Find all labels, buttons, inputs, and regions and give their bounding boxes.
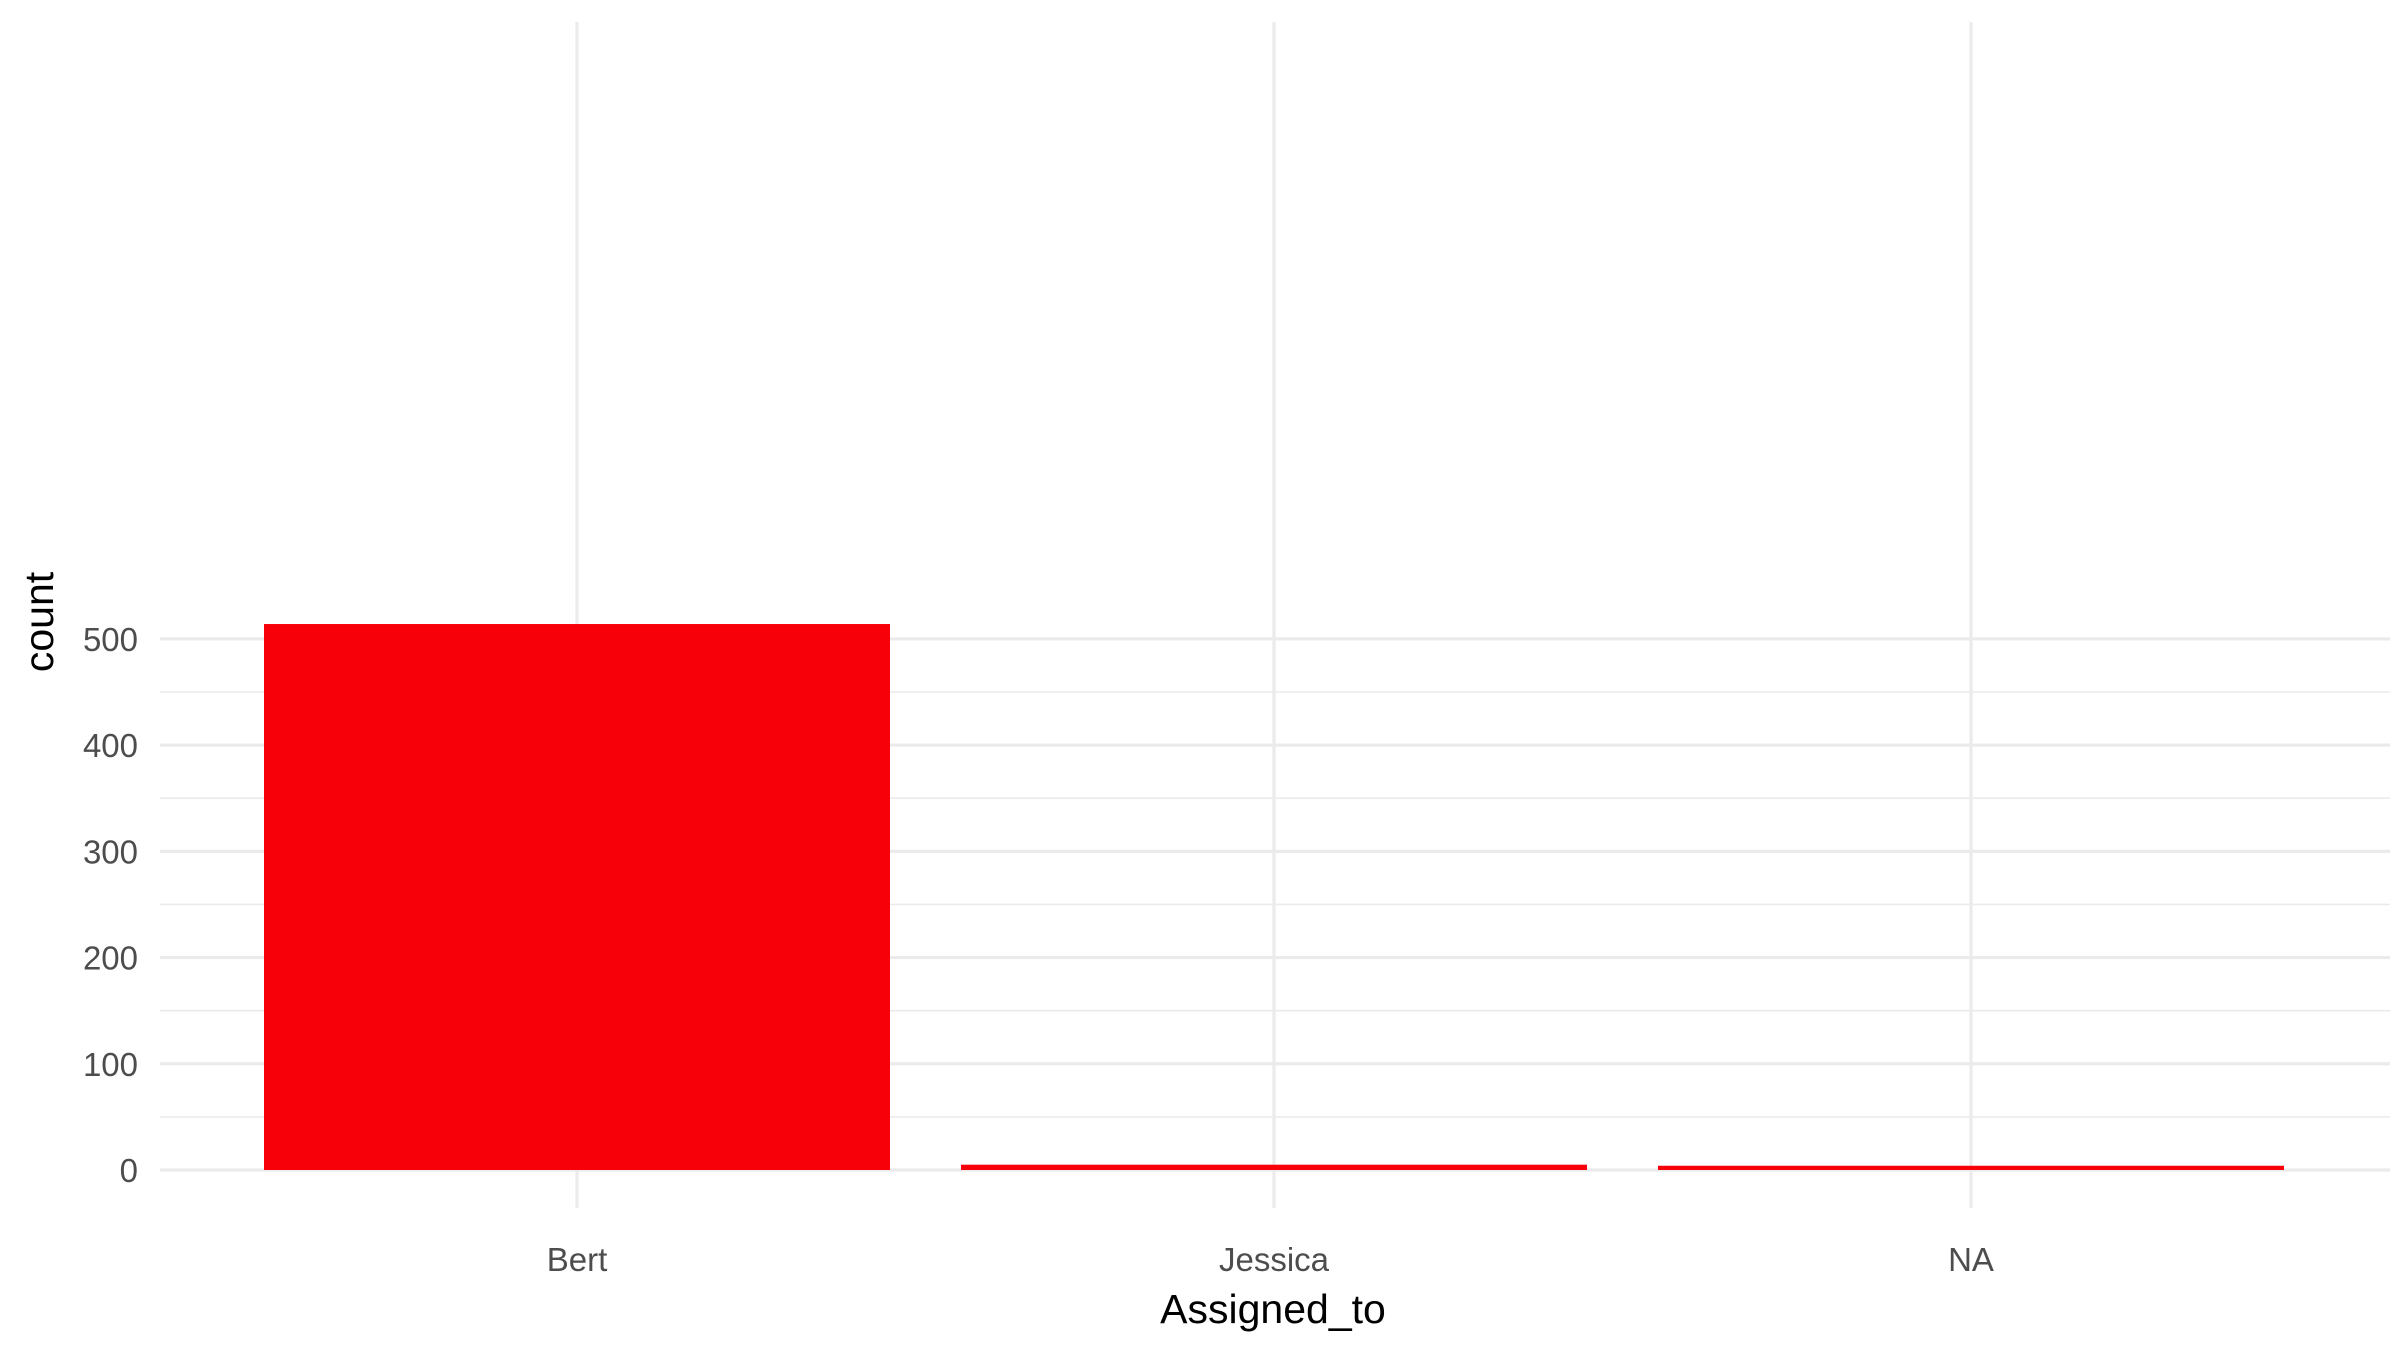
y-tick-label: 0 (120, 1152, 138, 1189)
x-tick-label: Bert (547, 1241, 608, 1278)
bars (264, 624, 2284, 1170)
x-axis-ticks: Bert Jessica NA (547, 1241, 1994, 1278)
y-tick-label: 300 (83, 833, 138, 870)
y-tick-label: 400 (83, 727, 138, 764)
x-tick-label: Jessica (1219, 1241, 1330, 1278)
bar-bert (264, 624, 890, 1170)
y-tick-label: 200 (83, 940, 138, 977)
y-tick-label: 500 (83, 621, 138, 658)
y-axis-ticks: 0 100 200 300 400 500 (83, 621, 138, 1189)
x-axis-title: Assigned_to (1160, 1286, 1386, 1332)
x-tick-label: NA (1948, 1241, 1994, 1278)
bar-na (1658, 1165, 2284, 1170)
y-axis-title: count (16, 571, 62, 672)
y-tick-label: 100 (83, 1046, 138, 1083)
bar-jessica (961, 1164, 1587, 1170)
